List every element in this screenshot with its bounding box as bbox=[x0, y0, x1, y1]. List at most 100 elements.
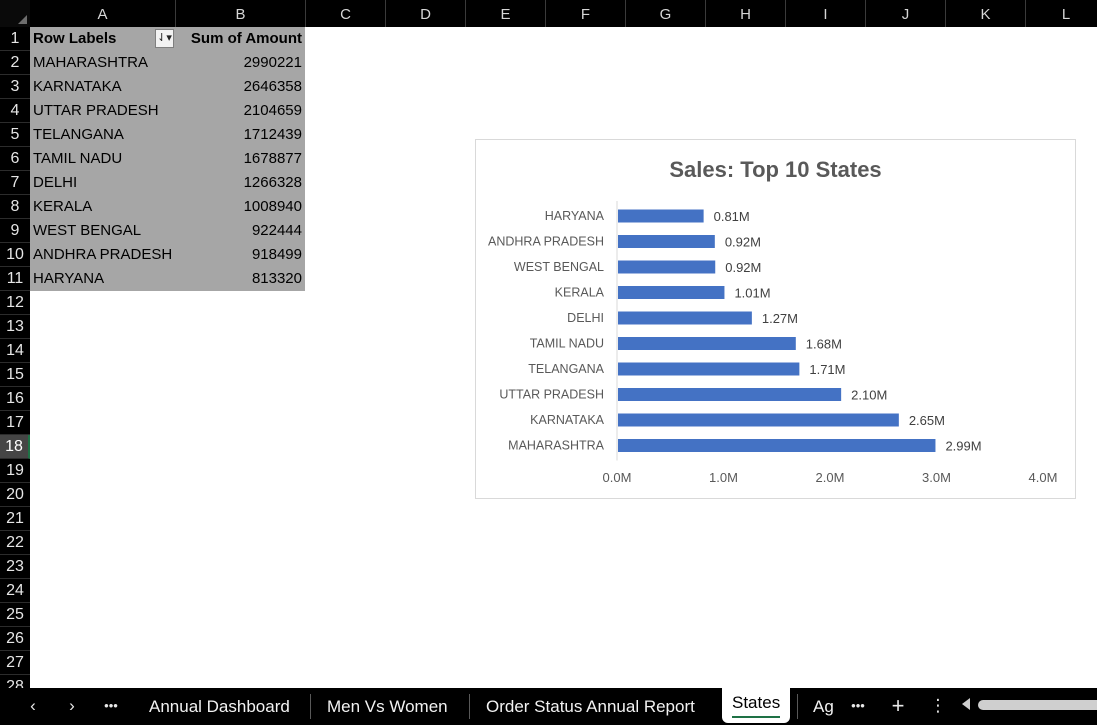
row-header[interactable]: 28 bbox=[0, 675, 30, 688]
tab-states[interactable]: States bbox=[722, 685, 791, 723]
tab-order-status-annual-report[interactable]: Order Status Annual Report bbox=[486, 697, 695, 716]
chevron-left-icon[interactable]: ‹ bbox=[30, 696, 36, 715]
tab-divider bbox=[797, 694, 798, 719]
pivot-row-label[interactable]: ANDHRA PRADESH bbox=[33, 246, 173, 263]
bar bbox=[618, 286, 725, 299]
bar bbox=[618, 439, 936, 452]
row-header[interactable]: 26 bbox=[0, 627, 30, 651]
data-label: 1.71M bbox=[809, 362, 845, 377]
x-tick-label: 0.0M bbox=[603, 470, 632, 485]
row-header[interactable]: 9 bbox=[0, 219, 30, 243]
bar bbox=[618, 311, 752, 325]
row-header[interactable]: 6 bbox=[0, 147, 30, 171]
row-header[interactable]: 23 bbox=[0, 555, 30, 579]
row-header[interactable]: 14 bbox=[0, 339, 30, 363]
data-label: 2.99M bbox=[945, 439, 981, 454]
filter-sort-icon[interactable]: ⇃▾ bbox=[155, 29, 174, 48]
data-label: 2.10M bbox=[851, 388, 887, 403]
pivot-row-value[interactable]: 1678877 bbox=[243, 150, 302, 167]
bar bbox=[618, 235, 715, 248]
column-header-g[interactable]: G bbox=[626, 0, 706, 27]
row-header[interactable]: 12 bbox=[0, 291, 30, 315]
column-header-a[interactable]: A bbox=[30, 0, 176, 27]
pivot-row-label[interactable]: KARNATAKA bbox=[33, 78, 122, 95]
pivot-row-value[interactable]: 2104659 bbox=[243, 102, 302, 119]
category-label: DELHI bbox=[567, 311, 604, 325]
pivot-row-value[interactable]: 1712439 bbox=[243, 126, 302, 143]
select-all-corner[interactable] bbox=[0, 0, 30, 27]
pivot-header-sum-of-amount[interactable]: Sum of Amount bbox=[190, 30, 302, 47]
column-header-h[interactable]: H bbox=[706, 0, 786, 27]
column-header-j[interactable]: J bbox=[866, 0, 946, 27]
horizontal-scrollbar[interactable] bbox=[978, 700, 1097, 710]
row-header[interactable]: 27 bbox=[0, 651, 30, 675]
row-header[interactable]: 19 bbox=[0, 459, 30, 483]
pivot-row-value[interactable]: 813320 bbox=[251, 270, 302, 287]
row-header[interactable]: 13 bbox=[0, 315, 30, 339]
pivot-row-value[interactable]: 1266328 bbox=[243, 174, 302, 191]
bar bbox=[618, 260, 716, 274]
row-header[interactable]: 3 bbox=[0, 75, 30, 99]
x-tick-label: 3.0M bbox=[922, 470, 951, 485]
pivot-row-value[interactable]: 1008940 bbox=[243, 198, 302, 215]
row-header[interactable]: 4 bbox=[0, 99, 30, 123]
row-header[interactable]: 21 bbox=[0, 507, 30, 531]
pivot-row-label[interactable]: HARYANA bbox=[33, 270, 105, 287]
row-header[interactable]: 24 bbox=[0, 579, 30, 603]
row-header[interactable]: 16 bbox=[0, 387, 30, 411]
bar bbox=[618, 337, 796, 350]
tab-men-vs-women[interactable]: Men Vs Women bbox=[327, 697, 448, 716]
row-header[interactable]: 20 bbox=[0, 483, 30, 507]
row-header[interactable]: 2 bbox=[0, 51, 30, 75]
row-header-active[interactable]: 18 bbox=[0, 435, 30, 459]
row-header[interactable]: 1 bbox=[0, 27, 30, 51]
bar bbox=[618, 362, 800, 376]
column-header-c[interactable]: C bbox=[306, 0, 386, 27]
data-label: 1.27M bbox=[762, 311, 798, 326]
more-sheets-left-button[interactable]: ••• bbox=[104, 698, 118, 713]
tab-ag[interactable]: Ag bbox=[813, 697, 834, 716]
column-header-b[interactable]: B bbox=[176, 0, 306, 27]
sheet-options-icon[interactable]: ⋮ bbox=[929, 696, 947, 715]
pivot-row-value[interactable]: 918499 bbox=[251, 246, 302, 263]
bar-chart[interactable]: Sales: Top 10 States HARYANA 0.81M ANDHRA … bbox=[475, 139, 1076, 499]
chevron-right-icon[interactable]: › bbox=[69, 696, 75, 715]
row-header[interactable]: 5 bbox=[0, 123, 30, 147]
row-header[interactable]: 25 bbox=[0, 603, 30, 627]
row-header[interactable]: 17 bbox=[0, 411, 30, 435]
sheet-tab-bar bbox=[0, 688, 1097, 725]
category-label: KERALA bbox=[555, 286, 605, 300]
data-label: 0.92M bbox=[725, 260, 761, 275]
pivot-row-value[interactable]: 2990221 bbox=[243, 54, 302, 71]
more-sheets-right-button[interactable]: ••• bbox=[851, 698, 865, 713]
pivot-row-value[interactable]: 922444 bbox=[251, 222, 302, 239]
column-header-i[interactable]: I bbox=[786, 0, 866, 27]
row-header[interactable]: 15 bbox=[0, 363, 30, 387]
pivot-row-label[interactable]: TELANGANA bbox=[33, 126, 124, 143]
pivot-row-value[interactable]: 2646358 bbox=[243, 78, 302, 95]
row-header[interactable]: 10 bbox=[0, 243, 30, 267]
active-tab-underline bbox=[732, 716, 781, 718]
column-header-d[interactable]: D bbox=[386, 0, 466, 27]
add-sheet-button[interactable]: + bbox=[891, 693, 905, 718]
category-label: HARYANA bbox=[545, 209, 605, 223]
row-header[interactable]: 7 bbox=[0, 171, 30, 195]
pivot-row-label[interactable]: MAHARASHTRA bbox=[33, 54, 149, 71]
category-label: MAHARASHTRA bbox=[508, 439, 605, 453]
column-header-e[interactable]: E bbox=[466, 0, 546, 27]
column-header-f[interactable]: F bbox=[546, 0, 626, 27]
pivot-row-label[interactable]: UTTAR PRADESH bbox=[33, 102, 159, 119]
column-header-l[interactable]: L bbox=[1061, 6, 1071, 23]
x-tick-label: 2.0M bbox=[816, 470, 845, 485]
row-header[interactable]: 22 bbox=[0, 531, 30, 555]
row-header[interactable]: 8 bbox=[0, 195, 30, 219]
scroll-left-icon[interactable] bbox=[962, 698, 970, 710]
row-header[interactable]: 11 bbox=[0, 267, 30, 291]
column-header-k[interactable]: K bbox=[946, 0, 1026, 27]
pivot-row-label[interactable]: WEST BENGAL bbox=[33, 222, 142, 239]
pivot-header-row-labels[interactable]: Row Labels bbox=[33, 30, 117, 47]
pivot-row-label[interactable]: KERALA bbox=[33, 198, 93, 215]
pivot-row-label[interactable]: DELHI bbox=[33, 174, 78, 191]
pivot-row-label[interactable]: TAMIL NADU bbox=[33, 150, 123, 167]
tab-annual-dashboard[interactable]: Annual Dashboard bbox=[149, 697, 290, 716]
